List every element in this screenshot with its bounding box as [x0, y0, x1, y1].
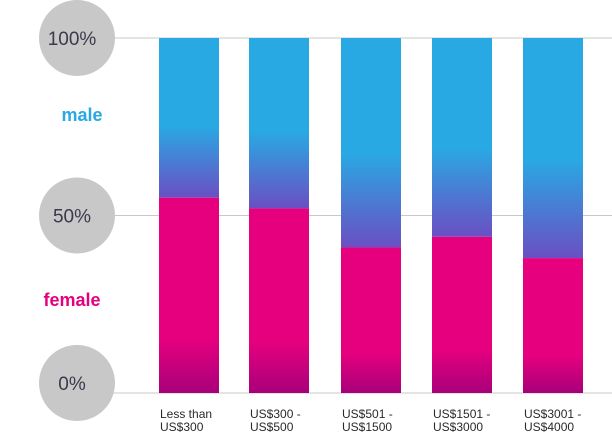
- bar-female-4: [523, 258, 583, 393]
- series-labels: male female: [43, 105, 102, 310]
- y-tick-circle: [39, 345, 115, 421]
- y-axis-ticks: 0% 50% 100%: [39, 0, 115, 421]
- x-category-label-3: US$1501 -US$3000: [433, 407, 490, 434]
- bar-male-3: [432, 38, 492, 237]
- x-category-label-0: Less than US$300: [160, 407, 212, 434]
- x-category-label-1: US$300 -US$500: [250, 407, 301, 434]
- series-label-male: male: [61, 105, 102, 125]
- bar-female-0: [159, 197, 219, 393]
- y-tick-label: 0%: [58, 374, 86, 395]
- bar-female-1: [249, 208, 309, 393]
- bar-female-2: [341, 247, 401, 393]
- bar-male-0: [159, 38, 219, 198]
- bars: [159, 38, 583, 393]
- bar-male-1: [249, 38, 309, 209]
- y-tick-circle: [39, 177, 115, 254]
- y-tick-label: 100%: [48, 29, 97, 50]
- y-tick-circle: [39, 0, 115, 76]
- x-category-label-4: US$3001 -US$4000: [524, 407, 581, 434]
- x-axis-categories: Less than US$300 US$300 -US$500 US$501 -US$…: [160, 407, 581, 434]
- bar-male-4: [523, 38, 583, 259]
- x-category-label-2: US$501 -US$1500: [342, 407, 393, 434]
- y-tick-label: 50%: [53, 207, 91, 228]
- bar-male-2: [341, 38, 401, 248]
- series-label-female: female: [43, 290, 100, 310]
- bar-female-3: [432, 236, 492, 393]
